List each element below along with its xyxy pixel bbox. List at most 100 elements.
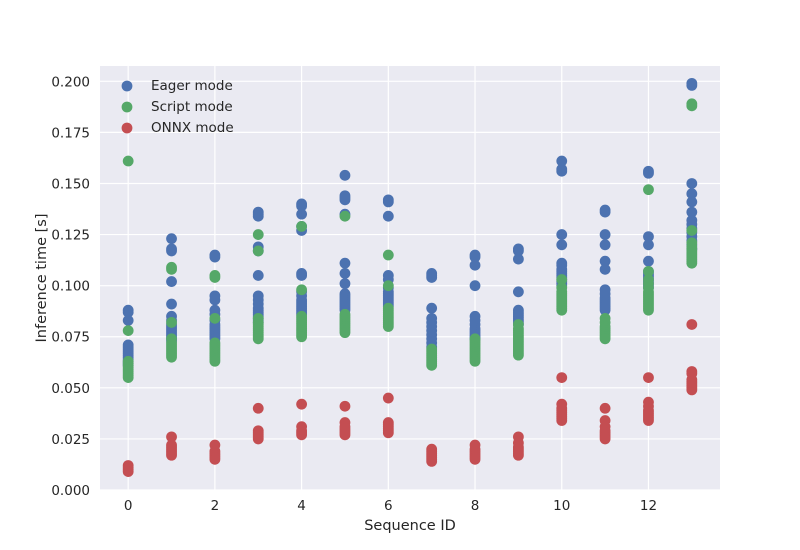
data-point: [643, 167, 654, 179]
data-point: [686, 206, 698, 218]
data-point: [556, 372, 568, 384]
data-point: [296, 398, 308, 410]
data-point: [643, 304, 654, 316]
data-point: [166, 233, 177, 245]
data-point: [209, 312, 221, 324]
legend: Eager mode Script mode ONNX mode: [121, 78, 234, 136]
data-point: [209, 272, 221, 283]
data-point: [686, 196, 698, 208]
x-tick-label: 12: [640, 498, 657, 514]
x-tick-label: 8: [471, 498, 480, 514]
data-point: [209, 251, 221, 263]
data-point: [686, 178, 698, 189]
x-tick-label: 0: [124, 498, 133, 514]
data-point: [469, 355, 481, 367]
data-point: [382, 280, 394, 292]
data-point: [296, 221, 308, 232]
data-point: [252, 402, 264, 414]
data-point: [252, 229, 264, 240]
x-tick-label: 10: [553, 498, 570, 514]
legend-label: Eager mode: [151, 78, 233, 94]
data-point: [556, 229, 568, 240]
data-point: [469, 251, 481, 263]
x-tick-label: 6: [384, 498, 393, 514]
data-point: [686, 384, 698, 396]
legend-marker: [121, 101, 133, 113]
data-point: [166, 449, 177, 461]
data-point: [599, 333, 611, 345]
data-point: [643, 255, 654, 267]
data-point: [339, 268, 351, 279]
data-point: [122, 325, 134, 337]
data-point: [686, 225, 698, 236]
data-point: [382, 210, 394, 222]
data-point: [166, 351, 177, 363]
data-point: [556, 304, 568, 316]
data-point: [599, 433, 611, 445]
data-point: [426, 455, 438, 467]
y-tick-label: 0.075: [51, 330, 90, 346]
data-point: [512, 253, 524, 265]
data-point: [643, 372, 654, 384]
data-point: [339, 210, 351, 222]
data-point: [643, 231, 654, 243]
data-point: [166, 317, 177, 328]
data-point: [122, 372, 134, 384]
data-point: [599, 304, 611, 316]
data-point: [209, 294, 221, 306]
data-point: [556, 274, 568, 285]
data-point: [469, 259, 481, 271]
data-point: [166, 276, 177, 287]
data-point: [686, 188, 698, 200]
data-point: [209, 453, 221, 465]
data-point: [556, 415, 568, 426]
legend-marker: [121, 80, 133, 92]
y-tick-label: 0.100: [51, 279, 90, 295]
y-tick-label: 0.000: [51, 483, 90, 499]
data-point: [339, 257, 351, 269]
data-point: [166, 298, 177, 310]
data-point: [252, 333, 264, 345]
data-point: [426, 302, 438, 314]
data-point: [166, 263, 177, 275]
legend-label: Script mode: [151, 99, 233, 115]
data-point: [599, 206, 611, 218]
data-point: [643, 265, 654, 277]
data-point: [512, 349, 524, 361]
data-point: [382, 321, 394, 332]
data-point: [166, 245, 177, 257]
legend-marker: [121, 122, 133, 134]
data-point: [512, 449, 524, 461]
data-point: [686, 100, 698, 112]
data-point: [252, 433, 264, 445]
y-tick-label: 0.175: [51, 125, 90, 141]
y-axis: 0.000 0.025 0.050 0.075 0.100 0.125 0.150 0.175…: [51, 74, 90, 499]
data-point: [686, 319, 698, 330]
data-point: [426, 359, 438, 371]
legend-label: ONNX mode: [151, 120, 234, 136]
data-point: [296, 284, 308, 296]
data-points: [122, 77, 698, 478]
y-tick-label: 0.050: [51, 381, 90, 397]
data-point: [469, 453, 481, 465]
data-point: [556, 239, 568, 251]
data-point: [339, 429, 351, 441]
data-point: [382, 196, 394, 208]
data-point: [209, 355, 221, 367]
data-point: [686, 80, 698, 91]
data-point: [686, 257, 698, 269]
data-point: [512, 286, 524, 298]
data-point: [252, 270, 264, 281]
data-point: [296, 200, 308, 212]
series-onnx-mode: [122, 319, 698, 478]
data-point: [339, 278, 351, 290]
data-point: [599, 263, 611, 275]
x-tick-label: 2: [211, 498, 220, 514]
data-point: [469, 280, 481, 292]
data-point: [339, 194, 351, 206]
x-axis: 0 2 4 6 8 10 12: [124, 498, 657, 514]
data-point: [643, 239, 654, 251]
series-script-mode: [122, 98, 698, 384]
data-point: [599, 402, 611, 414]
